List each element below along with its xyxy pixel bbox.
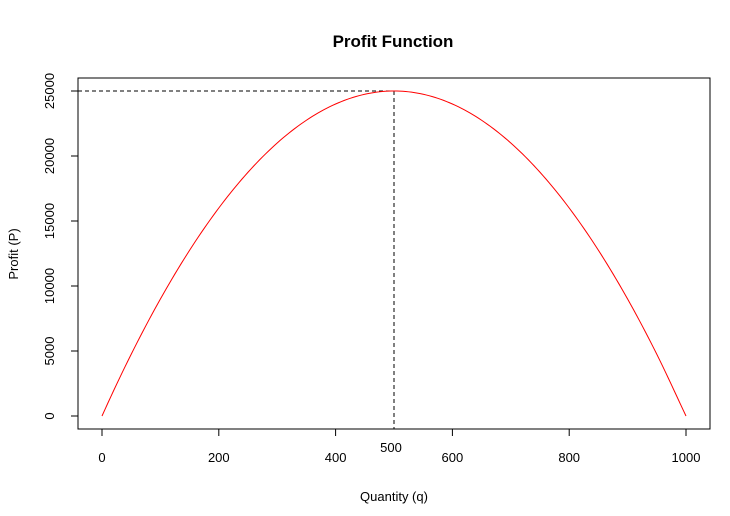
chart-title: Profit Function xyxy=(333,32,454,51)
x-tick-label: 600 xyxy=(442,450,464,465)
series-group xyxy=(101,90,687,417)
x-tick-label: 1000 xyxy=(672,450,701,465)
x-tick-label: 200 xyxy=(208,450,230,465)
y-tick-label: 10000 xyxy=(42,268,57,304)
y-tick-label: 20000 xyxy=(42,138,57,174)
y-tick-label: 15000 xyxy=(42,203,57,239)
x-tick-label: 400 xyxy=(325,450,347,465)
x-axis-label: Quantity (q) xyxy=(360,489,428,504)
x-axis: 0 200 400 600 800 1000 xyxy=(98,428,701,465)
y-axis: 0 5000 10000 15000 20000 25000 xyxy=(42,73,79,420)
profit-curve xyxy=(101,90,687,417)
x-tick-label: 0 xyxy=(98,450,105,465)
y-tick-label: 0 xyxy=(42,412,57,419)
y-tick-label: 25000 xyxy=(42,73,57,109)
y-axis-label: Profit (P) xyxy=(6,228,21,279)
x-tick-label: 800 xyxy=(558,450,580,465)
y-tick-label: 5000 xyxy=(42,337,57,366)
max-reference-lines xyxy=(78,90,395,429)
max-x-label: 500 xyxy=(380,440,402,455)
